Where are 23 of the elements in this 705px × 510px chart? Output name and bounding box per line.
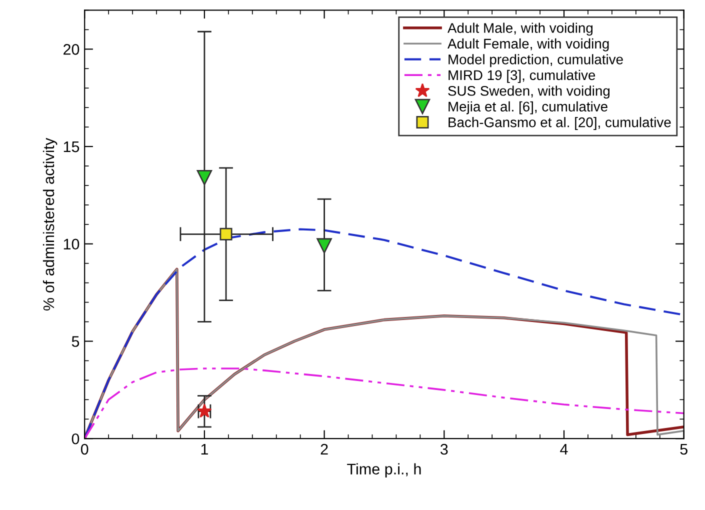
point (220, 228, 232, 240)
y-tick-label: 20 (64, 44, 80, 55)
point (316, 238, 332, 254)
legend-label: MIRD 19 [3], cumulative (448, 70, 596, 83)
legend-label: Adult Female, with voiding (448, 38, 609, 52)
y-tick-label: 5 (72, 336, 80, 347)
x-tick-label: 3 (440, 444, 448, 455)
x-tick-label: 2 (320, 444, 328, 455)
x-tick-label: 1 (201, 444, 208, 455)
x-tick-label: 4 (560, 444, 568, 455)
point (196, 170, 212, 186)
x-tick-label: 0 (80, 444, 88, 455)
legend-label: Mejia et al. [6], cumulative (448, 101, 608, 114)
legend-label: SUS Sweden, with voiding (448, 86, 610, 99)
y-tick-label: 15 (64, 142, 80, 152)
x-tick-label: 5 (680, 444, 688, 455)
legend-label: Adult Male, with voiding (448, 22, 593, 36)
legend-label: Model prediction, cumulative (448, 54, 623, 68)
legend-label: Bach-Gansmo et al. [20], cumulative (448, 117, 671, 130)
y-tick-label: 0 (72, 433, 80, 444)
y-axis-title: % of administered activity (42, 138, 58, 310)
y-tick-label: 10 (64, 238, 80, 250)
x-axis-title: Time p.i., h (347, 463, 421, 478)
